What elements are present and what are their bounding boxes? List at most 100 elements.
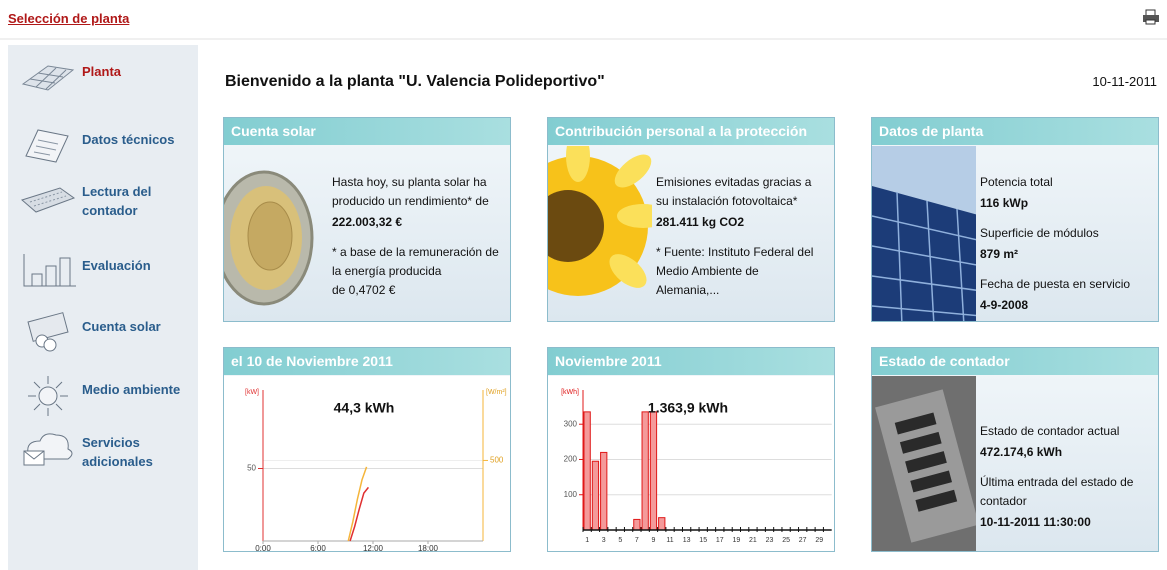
welcome-title: Bienvenido a la planta "U. Valencia Poli… [225, 73, 605, 90]
panel-title: Estado de contador [872, 348, 1158, 375]
y-axis-label: [kW] [245, 389, 259, 396]
panel-line: Hasta hoy, su planta solar ha [332, 175, 487, 189]
x-tick-label: 9 [652, 537, 656, 544]
x-tick-label: 12:00 [363, 544, 384, 551]
panel-title: Noviembre 2011 [548, 348, 834, 375]
panel: Estado de contador Estado de contador act… [871, 347, 1159, 552]
x-tick-label: 1 [585, 537, 589, 544]
x-tick-label: 25 [782, 537, 790, 544]
panel-image [224, 170, 314, 306]
separator [0, 38, 1167, 40]
panel-text: Potencia total 116 kWp Superficie de módul… [980, 173, 1130, 321]
x-tick-label: 5 [618, 537, 622, 544]
panel-title: Datos de planta [872, 118, 1158, 145]
bar [591, 460, 600, 531]
panel-line: de 0,4702 € [332, 283, 396, 297]
bar [633, 518, 641, 531]
panel: Contribución personal a la protección Emi… [547, 117, 835, 322]
panel-line: Potencia total [980, 175, 1053, 189]
nav-icon[interactable] [18, 124, 78, 168]
panel-line: 222.003,32 € [332, 215, 403, 229]
panel-image [872, 146, 976, 321]
nav-item[interactable]: Servicios adicionales [82, 433, 153, 471]
panel-line: Medio Ambiente de [656, 264, 759, 278]
panel-body [872, 376, 1158, 551]
nav-icon[interactable] [18, 374, 78, 418]
nav-label: Cuenta solar [82, 319, 161, 334]
nav-label: adicionales [82, 454, 153, 469]
panel-line: Alemania,... [656, 283, 720, 297]
panel-body [872, 146, 1158, 321]
panel-image [548, 146, 652, 296]
panel-line: 879 m² [980, 247, 1019, 261]
panel-body [224, 146, 510, 321]
panel-line: Emisiones evitadas gracias a [656, 175, 812, 189]
panel-line: la energía producida [332, 264, 442, 278]
panel: Noviembre 2011 100 200 300 [kWh] 1 3 5 7 9 11 13 15 1… [547, 347, 835, 552]
y-axis-label: [kWh] [561, 389, 579, 396]
panel-line: contador [980, 494, 1027, 508]
panel-body: 100 200 300 [kWh] 1 3 5 7 9 11 13 15 17 19 21 23 25 27 29 1… [548, 376, 834, 551]
nav-item[interactable]: Datos técnicos [82, 130, 174, 149]
panel-line: 116 kWp [980, 196, 1029, 210]
panel-body [548, 146, 834, 321]
panel-line: 10-11-2011 11:30:00 [980, 515, 1091, 529]
y2-tick-label: 500 [490, 456, 504, 465]
plant-select-link[interactable]: Selección de planta [8, 11, 130, 26]
panel-image [872, 376, 976, 551]
x-tick-label: 6:00 [310, 544, 326, 551]
panel-line: Estado de contador actual [980, 424, 1120, 438]
print-icon[interactable] [1142, 8, 1160, 26]
panel-title: Contribución personal a la protección [548, 118, 834, 145]
nav-label: contador [82, 203, 138, 218]
x-tick-label: 15 [699, 537, 707, 544]
x-tick-label: 23 [766, 537, 774, 544]
chart-annotation: 1.363,9 kWh [648, 400, 728, 416]
panel-title: Cuenta solar [224, 118, 510, 145]
panel-line: su instalación fotovoltaica* [656, 194, 798, 208]
nav-icon[interactable] [18, 176, 78, 220]
panel-line: 472.174,6 kWh [980, 445, 1063, 459]
nav-label: Datos técnicos [82, 132, 175, 147]
bar [641, 411, 649, 531]
nav-label: Medio ambiente [82, 382, 181, 397]
x-tick-label: 18:00 [418, 544, 439, 551]
y-tick-label: 200 [564, 455, 578, 464]
nav-icon[interactable] [18, 311, 78, 355]
panel-line: producido un rendimiento* de [332, 194, 489, 208]
x-tick-label: 19 [732, 537, 740, 544]
nav-item[interactable]: Lectura del contador [82, 182, 151, 220]
panel: el 10 de Noviembre 2011 50 500 [kW] [W/m²] 0:… [223, 347, 511, 552]
x-tick-label: 3 [602, 537, 606, 544]
date: 10-11-2011 [1092, 74, 1157, 89]
nav-label: Servicios [82, 435, 140, 450]
bar [583, 411, 591, 531]
nav-label: Lectura del [82, 184, 152, 199]
x-tick-label: 7 [635, 537, 639, 544]
panel-line: Última entrada del estado de [980, 475, 1134, 489]
panel-line: * Fuente: Instituto Federal del [656, 245, 814, 259]
x-tick-label: 29 [815, 537, 823, 544]
x-tick-label: 0:00 [255, 544, 271, 551]
panel-line: 281.411 kg CO2 [656, 215, 745, 229]
panel: Cuenta solar Hasta hoy, su planta solar h… [223, 117, 511, 322]
nav-icon[interactable] [18, 250, 78, 294]
bar [600, 451, 608, 531]
nav-item[interactable]: Cuenta solar [82, 317, 161, 336]
panel-body: 50 500 [kW] [W/m²] 0:00 6:00 12:00 18:00 44,3 kW… [224, 376, 510, 551]
series-line [347, 466, 368, 542]
x-tick-label: 21 [749, 537, 757, 544]
panel-text: Estado de contador actual 472.174,6 kWh Úl… [980, 422, 1133, 543]
nav-item[interactable]: Medio ambiente [82, 380, 180, 399]
nav-item[interactable]: Evaluación [82, 256, 151, 275]
y2-axis-label: [W/m²] [486, 389, 507, 396]
x-tick-label: 27 [799, 537, 807, 544]
bar [658, 517, 666, 531]
nav-item[interactable]: Planta [82, 62, 121, 81]
bar [649, 411, 658, 531]
nav-icon[interactable] [18, 56, 78, 100]
panel: Datos de planta Potencia total 116 kWp Supe… [871, 117, 1159, 322]
nav-icon[interactable] [18, 427, 78, 471]
chart: 50 500 [kW] [W/m²] 0:00 6:00 12:00 18:00 44,3 kW… [245, 389, 507, 551]
